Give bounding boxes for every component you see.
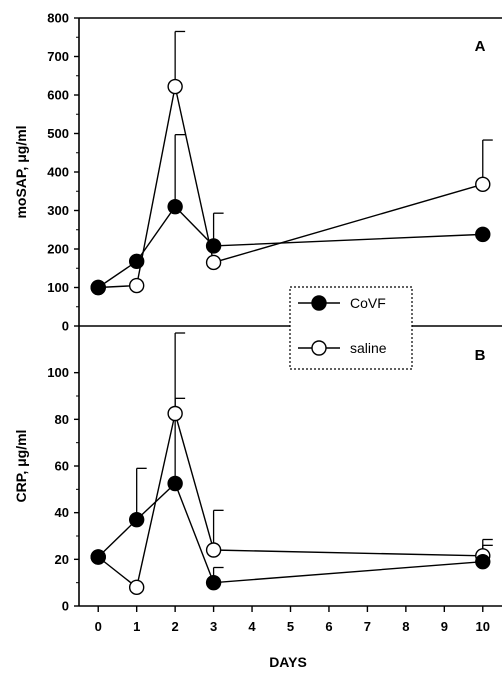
point-saline-a (128, 277, 145, 294)
series-line-saline-a (98, 86, 483, 289)
point-saline-a (167, 78, 183, 95)
x-tick-label: 1 (133, 619, 140, 634)
legend-label-saline: saline (350, 340, 387, 356)
point-saline-a (475, 176, 491, 193)
x-tick-label: 8 (402, 619, 409, 634)
y-tick-label-a: 100 (47, 280, 69, 295)
point-covf-a (475, 226, 491, 243)
y-tick-label-a: 400 (47, 165, 69, 180)
point-saline-a (205, 254, 222, 271)
series-line-covf-a (97, 205, 483, 289)
x-tick-label: 0 (95, 619, 102, 634)
y-tick-label-b: 20 (55, 552, 69, 567)
x-tick-label: 7 (364, 619, 371, 634)
panel-letter-a: A (475, 38, 486, 55)
y-tick-label-a: 600 (47, 88, 69, 103)
point-covf-b (90, 549, 106, 565)
x-tick-label: 3 (210, 619, 217, 634)
x-tick-label: 9 (441, 619, 448, 634)
y-axis-title-a: moSAP, μg/ml (13, 125, 29, 218)
point-saline-b (205, 542, 222, 558)
point-saline-b (128, 579, 145, 596)
y-tick-label-b: 60 (55, 459, 69, 474)
legend-marker-covf (311, 295, 327, 311)
y-tick-label-a: 800 (47, 11, 69, 26)
y-tick-label-a: 300 (47, 203, 69, 218)
y-tick-label-a: 700 (47, 49, 69, 64)
x-tick-label: 5 (287, 619, 294, 634)
y-axis-title-b: CRP, μg/ml (13, 430, 29, 503)
y-tick-label-b: 100 (47, 365, 69, 380)
y-tick-label-b: 40 (55, 505, 69, 520)
legend: CoVF saline (289, 286, 413, 370)
panel-letter-b: B (475, 347, 486, 364)
x-tick-label: 6 (325, 619, 332, 634)
y-tick-label-a: 500 (47, 126, 69, 141)
legend-label-covf: CoVF (350, 295, 386, 311)
x-tick-label: 2 (172, 619, 179, 634)
point-covf-b (205, 574, 222, 591)
series-line-saline-b (97, 413, 483, 589)
y-tick-label-a: 0 (62, 319, 69, 334)
y-tick-label-b: 0 (62, 599, 69, 614)
legend-box (289, 286, 413, 370)
point-covf-b (167, 475, 183, 492)
legend-marker-saline (311, 340, 327, 356)
point-covf-a (128, 253, 145, 270)
y-tick-label-b: 80 (55, 412, 69, 427)
point-covf-b (475, 553, 491, 570)
y-tick-label-a: 200 (47, 242, 69, 257)
point-saline-b (167, 405, 183, 422)
series-layer (90, 30, 493, 596)
point-covf-a (90, 279, 106, 296)
x-axis-title: DAYS (269, 654, 307, 670)
point-covf-a (167, 198, 183, 215)
point-covf-b (128, 511, 145, 528)
x-tick-label: 10 (476, 619, 490, 634)
point-covf-a (205, 238, 222, 254)
x-tick-label: 4 (248, 619, 256, 634)
